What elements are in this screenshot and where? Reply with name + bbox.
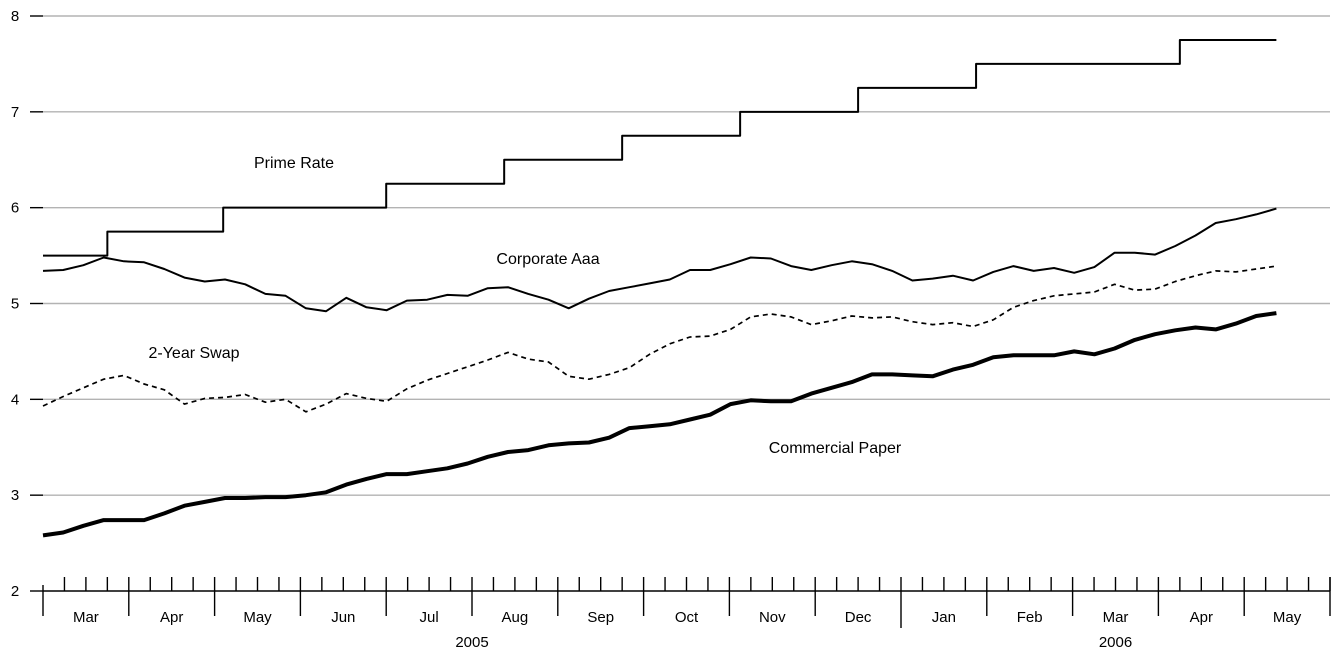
y-tick-label-2: 2 [11,583,19,600]
x-month-label: Aug [502,609,529,626]
x-month-label: Nov [759,609,786,626]
series-line-commercial-paper [42,311,1277,538]
x-month-label: Jun [331,609,355,626]
year-label-2006: 2006 [1099,634,1132,651]
x-month-label: Jul [420,609,439,626]
x-month-label: Dec [845,609,872,626]
y-tick-label-7: 7 [11,104,19,121]
y-tick-label-5: 5 [11,296,19,313]
series-label-2-year-swap: 2-Year Swap [148,345,239,362]
y-tick-label-3: 3 [11,487,19,504]
series-line-2-year-swap [42,265,1277,413]
x-month-label: Mar [1103,609,1129,626]
x-month-label: Jan [932,609,956,626]
x-month-label: Feb [1017,609,1043,626]
y-tick-label-4: 4 [11,391,19,408]
x-month-label: May [243,609,272,626]
series-label-commercial-paper: Commercial Paper [769,440,902,457]
x-month-label: Apr [1190,609,1213,626]
y-tick-label-6: 6 [11,200,19,217]
x-month-label: May [1273,609,1302,626]
x-month-label: Oct [675,609,699,626]
series-line-prime-rate [43,38,1277,257]
y-tick-label-8: 8 [11,8,19,25]
series-label-corporate-aaa: Corporate Aaa [496,251,599,268]
year-label-2005: 2005 [455,634,488,651]
series-line-corporate-aaa [42,207,1277,313]
x-month-label: Sep [587,609,614,626]
series-label-prime-rate: Prime Rate [254,155,334,172]
x-month-label: Apr [160,609,183,626]
x-month-label: Mar [73,609,99,626]
